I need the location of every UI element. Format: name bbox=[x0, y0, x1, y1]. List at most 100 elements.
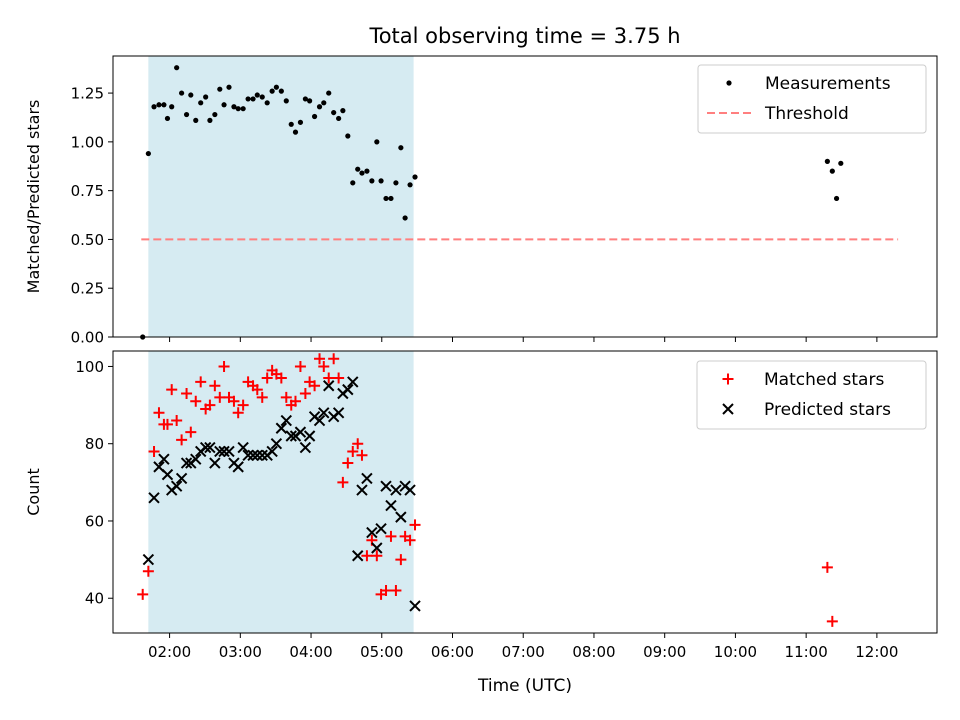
data-point bbox=[161, 468, 174, 481]
legend-frame bbox=[696, 360, 927, 430]
data-point bbox=[359, 170, 365, 176]
data-point bbox=[193, 117, 199, 123]
y-tick-label: 1.25 bbox=[71, 85, 104, 103]
data-point bbox=[292, 129, 299, 135]
data-point bbox=[166, 384, 178, 396]
data-point bbox=[318, 360, 330, 372]
data-point bbox=[361, 550, 373, 562]
data-point bbox=[350, 180, 356, 186]
data-point bbox=[153, 407, 165, 419]
data-point bbox=[390, 484, 402, 496]
data-point bbox=[180, 457, 193, 469]
series-predicted-stars bbox=[142, 376, 421, 612]
legend-swatch bbox=[722, 373, 734, 385]
data-point bbox=[240, 106, 246, 112]
data-point bbox=[148, 492, 160, 504]
data-point bbox=[242, 449, 254, 462]
data-point bbox=[269, 88, 275, 94]
data-point bbox=[332, 407, 345, 419]
y-axis-label: Matched/Predicted stars bbox=[24, 100, 43, 294]
data-point bbox=[824, 158, 830, 164]
data-point bbox=[307, 98, 313, 104]
data-point bbox=[821, 561, 833, 573]
data-point bbox=[321, 100, 327, 106]
data-point bbox=[833, 195, 840, 202]
data-point bbox=[331, 109, 337, 116]
data-point bbox=[337, 476, 349, 488]
y-tick-label: 60 bbox=[85, 512, 104, 530]
data-point bbox=[145, 150, 151, 157]
data-point bbox=[137, 588, 149, 600]
data-point bbox=[342, 383, 354, 396]
x-tick-label: 08:00 bbox=[572, 643, 615, 661]
data-point bbox=[333, 372, 345, 384]
data-point bbox=[342, 457, 354, 469]
y-tick-label: 80 bbox=[85, 435, 104, 453]
data-point bbox=[366, 526, 378, 539]
data-point bbox=[369, 178, 375, 184]
data-point bbox=[217, 86, 223, 92]
data-point bbox=[402, 215, 408, 221]
data-point bbox=[407, 182, 413, 188]
data-point bbox=[214, 391, 226, 403]
data-point bbox=[383, 195, 389, 202]
data-point bbox=[393, 180, 399, 186]
data-point bbox=[361, 472, 373, 485]
data-point bbox=[185, 426, 197, 438]
data-point bbox=[303, 430, 316, 442]
y-tick-label: 0.00 bbox=[71, 329, 104, 347]
data-point bbox=[355, 166, 361, 172]
y-axis-label: Count bbox=[24, 468, 43, 516]
data-point bbox=[294, 426, 307, 438]
data-point bbox=[395, 554, 407, 566]
data-point bbox=[299, 441, 312, 454]
data-point bbox=[251, 384, 263, 396]
data-point bbox=[212, 111, 218, 118]
data-point bbox=[142, 565, 154, 577]
data-point bbox=[297, 119, 304, 125]
data-point bbox=[390, 585, 402, 597]
data-point bbox=[371, 542, 383, 554]
data-point bbox=[250, 96, 256, 102]
data-point bbox=[273, 84, 279, 90]
data-point bbox=[188, 92, 194, 98]
y-tick-label: 40 bbox=[85, 590, 104, 608]
y-tick-label: 100 bbox=[75, 358, 104, 376]
data-point bbox=[356, 449, 368, 461]
data-point bbox=[181, 387, 193, 399]
data-point bbox=[829, 168, 835, 174]
data-point bbox=[380, 480, 392, 492]
data-point bbox=[221, 102, 227, 108]
data-point bbox=[278, 88, 284, 94]
x-tick-label: 02:00 bbox=[148, 643, 191, 661]
data-point bbox=[347, 445, 359, 457]
data-point bbox=[311, 113, 318, 120]
data-point bbox=[232, 407, 244, 419]
data-point bbox=[209, 380, 221, 392]
data-point bbox=[409, 519, 421, 531]
data-point bbox=[156, 102, 162, 108]
data-point bbox=[289, 395, 301, 407]
data-point bbox=[314, 353, 326, 365]
data-point bbox=[316, 104, 323, 110]
data-point bbox=[398, 145, 404, 151]
data-point bbox=[256, 449, 268, 462]
legend: Measurements Threshold bbox=[697, 64, 927, 134]
x-tick-label: 04:00 bbox=[289, 643, 332, 661]
counts-panel: 02:00 03:00 04:00 05:00 06:00 07:00 08:00 09:00… bbox=[24, 350, 938, 661]
data-point bbox=[374, 139, 380, 145]
data-point bbox=[385, 499, 397, 512]
data-point bbox=[375, 522, 387, 535]
x-tick-label: 12:00 bbox=[855, 643, 898, 661]
axes-frame bbox=[112, 350, 938, 634]
data-point bbox=[409, 600, 421, 612]
data-point bbox=[388, 195, 394, 202]
data-point bbox=[231, 104, 237, 110]
data-point bbox=[148, 445, 160, 457]
data-point bbox=[318, 407, 330, 419]
data-point bbox=[275, 422, 288, 434]
y-tick-label: 1.00 bbox=[71, 133, 104, 151]
data-point bbox=[161, 418, 173, 430]
data-point bbox=[294, 360, 306, 372]
